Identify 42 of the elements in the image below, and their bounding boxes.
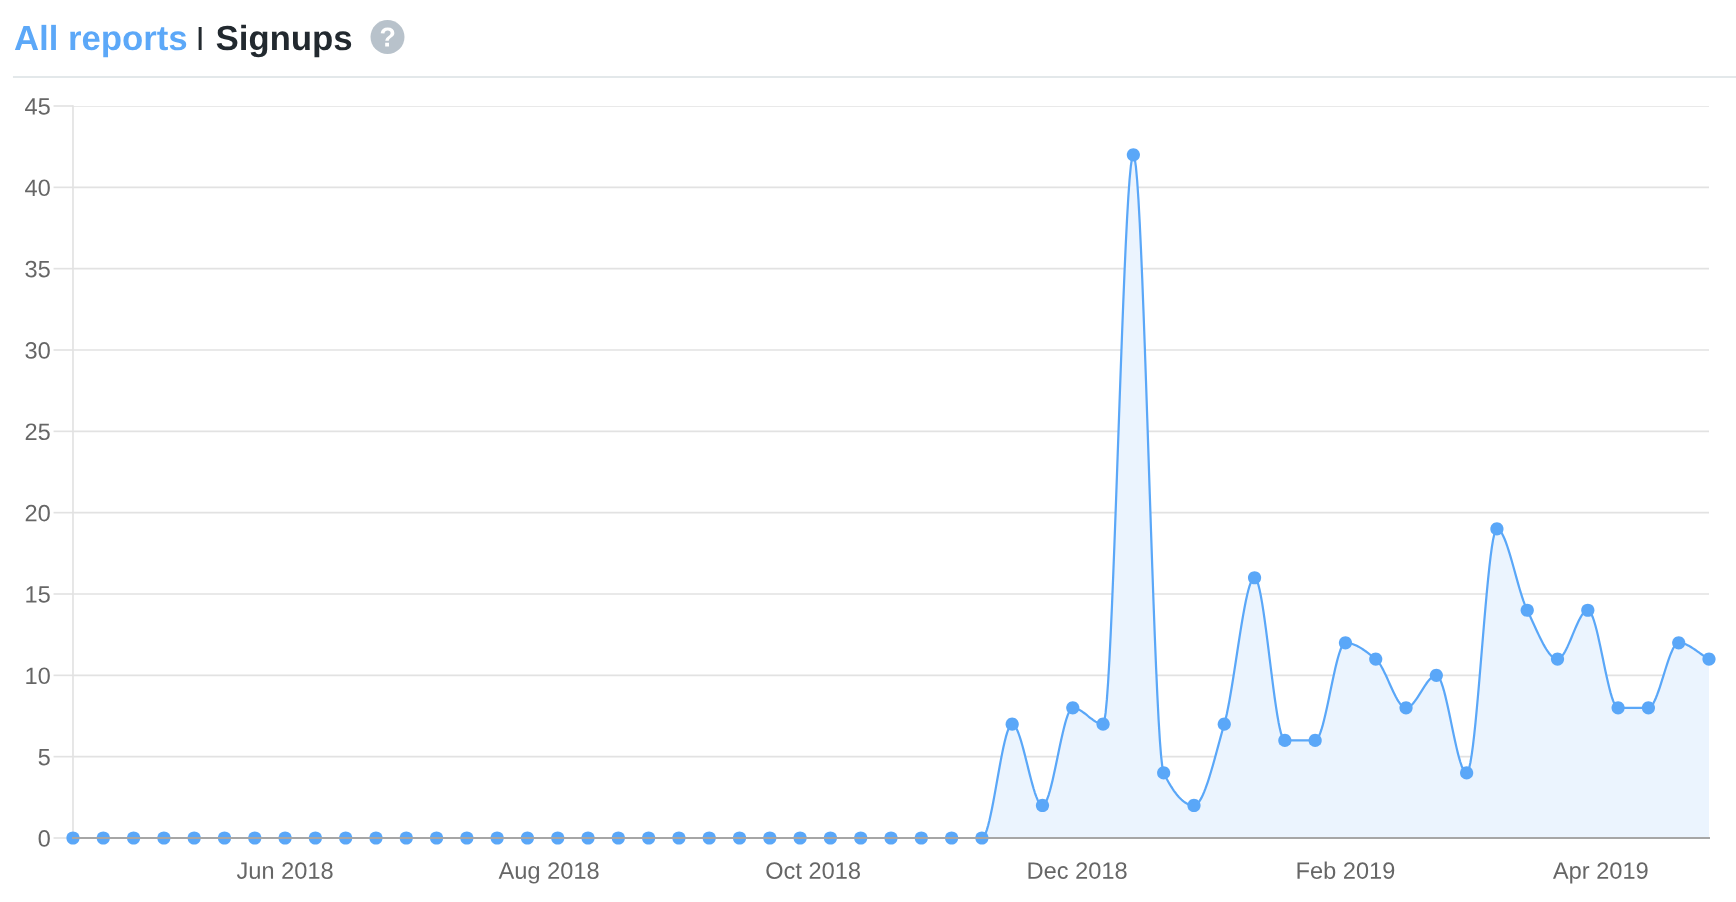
y-tick-label: 25 <box>25 423 50 441</box>
x-tick-label: Feb 2019 <box>1297 861 1395 879</box>
y-tick-label: 40 <box>25 179 50 197</box>
point <box>1278 733 1292 747</box>
y-tick-label: 20 <box>25 504 50 522</box>
y-tick-label: 5 <box>38 748 50 766</box>
y-tick-label: 0 <box>38 830 50 847</box>
point <box>1157 766 1171 780</box>
point <box>1399 701 1413 715</box>
point <box>1550 652 1565 666</box>
point <box>1035 798 1050 813</box>
point <box>1187 798 1201 813</box>
point <box>1217 717 1231 731</box>
y-tick-label: 10 <box>26 667 50 685</box>
text: All reports <box>14 24 187 58</box>
y-tick-label: 15 <box>26 586 50 603</box>
point <box>1460 766 1474 780</box>
point <box>1490 522 1504 536</box>
point <box>1581 603 1595 617</box>
y-tick-label: 30 <box>25 342 50 359</box>
point <box>1672 636 1686 650</box>
point <box>1247 571 1262 585</box>
x-tick-label: Apr 2019 <box>1552 862 1648 884</box>
point <box>1429 668 1443 682</box>
point <box>1005 717 1019 731</box>
point <box>1338 636 1353 650</box>
x-tick-label: Dec 2018 <box>1028 862 1127 879</box>
point <box>1702 652 1716 666</box>
point <box>1369 652 1383 666</box>
chart-title: Signups <box>216 24 352 58</box>
point <box>1641 701 1655 715</box>
x-tick-label: Oct 2018 <box>766 862 860 879</box>
point <box>1611 701 1625 715</box>
point <box>1096 717 1110 731</box>
x-tick-label: Aug 2018 <box>498 862 599 884</box>
x-tick-label: Jun 2018 <box>236 862 333 879</box>
y-tick-label: 45 <box>25 98 50 115</box>
point <box>1126 148 1140 162</box>
point <box>1066 701 1080 715</box>
point <box>1520 603 1534 617</box>
point <box>1308 733 1322 747</box>
y-tick-label: 35 <box>25 260 50 278</box>
